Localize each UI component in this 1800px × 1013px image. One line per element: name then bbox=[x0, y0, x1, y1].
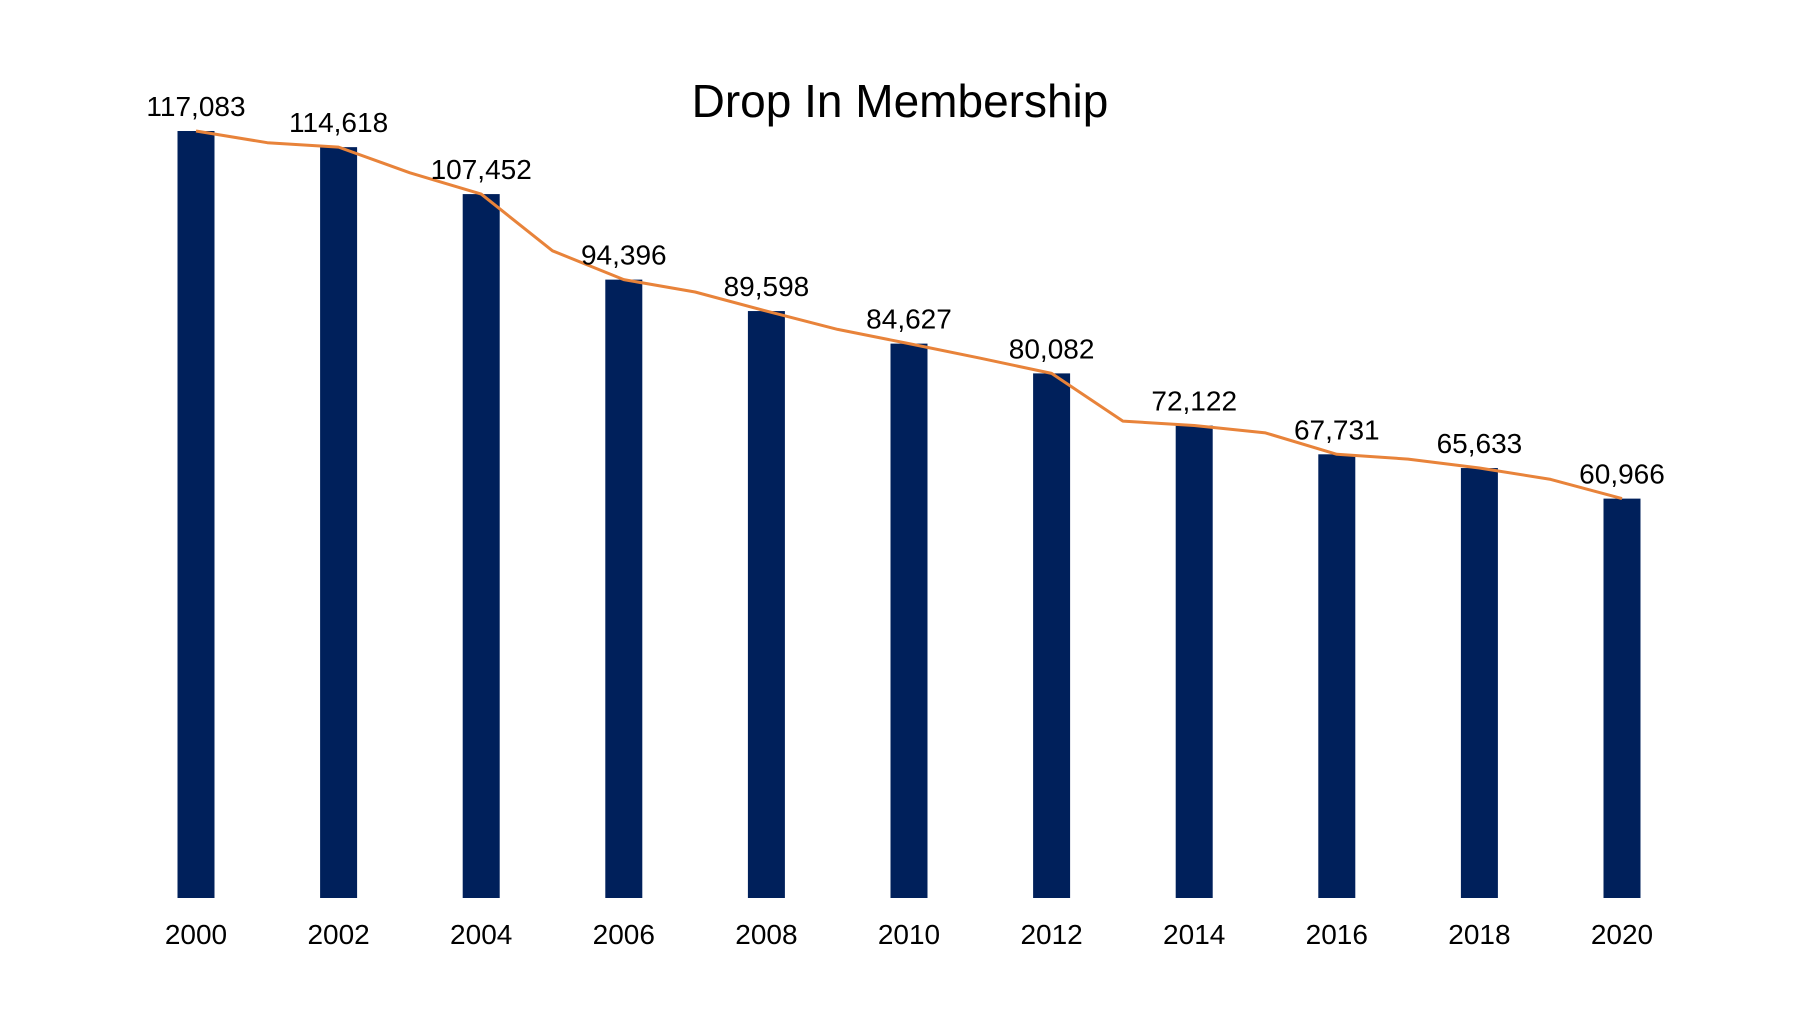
data-label-2014: 72,122 bbox=[1151, 386, 1237, 417]
data-label-2000: 117,083 bbox=[146, 91, 245, 122]
x-tick-label-2006: 2006 bbox=[593, 919, 655, 950]
x-tick-label-2000: 2000 bbox=[165, 919, 227, 950]
x-tick-label-2020: 2020 bbox=[1591, 919, 1653, 950]
data-label-2016: 67,731 bbox=[1294, 414, 1380, 445]
data-label-2008: 89,598 bbox=[724, 271, 810, 302]
bar-2014 bbox=[1175, 425, 1213, 898]
bar-2004 bbox=[462, 194, 500, 898]
x-tick-label-2012: 2012 bbox=[1020, 919, 1082, 950]
bar-2000 bbox=[177, 131, 215, 898]
x-tick-label-2018: 2018 bbox=[1448, 919, 1510, 950]
data-label-2006: 94,396 bbox=[581, 240, 667, 271]
bar-2008 bbox=[747, 311, 785, 898]
x-tick-label-2002: 2002 bbox=[307, 919, 369, 950]
data-label-2010: 84,627 bbox=[866, 304, 952, 335]
x-tick-label-2010: 2010 bbox=[878, 919, 940, 950]
x-tick-label-2014: 2014 bbox=[1163, 919, 1225, 950]
data-label-2002: 114,618 bbox=[289, 107, 388, 138]
x-tick-label-2004: 2004 bbox=[450, 919, 512, 950]
bar-2002 bbox=[320, 147, 358, 898]
bar-2018 bbox=[1460, 468, 1498, 898]
bar-2010 bbox=[890, 343, 928, 898]
data-label-2020: 60,966 bbox=[1579, 459, 1665, 490]
bar-2006 bbox=[605, 279, 643, 898]
bar-2016 bbox=[1318, 454, 1356, 898]
bar-2020 bbox=[1603, 498, 1641, 898]
x-tick-label-2016: 2016 bbox=[1306, 919, 1368, 950]
bar-2012 bbox=[1033, 373, 1071, 899]
chart-title: Drop In Membership bbox=[691, 75, 1109, 127]
x-tick-label-2008: 2008 bbox=[735, 919, 797, 950]
data-label-2004: 107,452 bbox=[431, 154, 532, 185]
data-label-2018: 65,633 bbox=[1437, 428, 1523, 459]
trend-line bbox=[195, 129, 1623, 501]
data-label-2012: 80,082 bbox=[1009, 333, 1095, 364]
